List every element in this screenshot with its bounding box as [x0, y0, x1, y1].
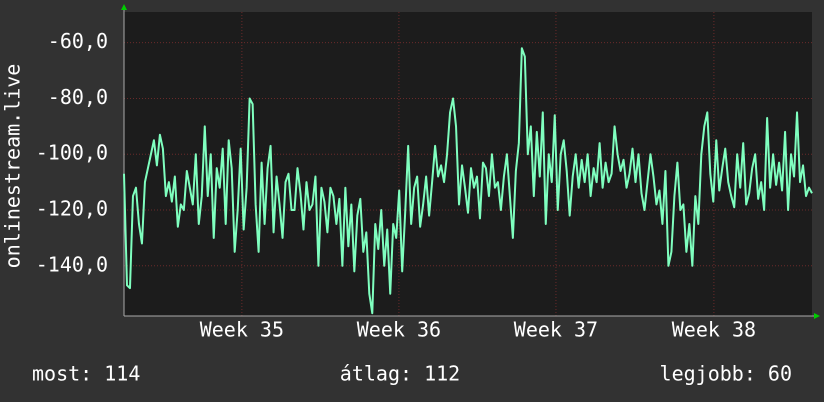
x-tick-label: Week 37 — [514, 318, 598, 342]
stat-current: most: 114 — [32, 362, 140, 386]
x-tick-label: Week 36 — [357, 318, 441, 342]
x-tick-label: Week 38 — [672, 318, 756, 342]
y-tick-label: -120,0 — [36, 197, 108, 221]
stat-average: átlag: 112 — [340, 362, 460, 386]
data-line — [123, 47, 813, 315]
y-tick-label: -140,0 — [36, 252, 108, 276]
stat-best: legjobb: 60 — [660, 362, 792, 386]
axis-arrow — [814, 313, 820, 319]
y-tick-label: -60,0 — [48, 29, 108, 53]
y-tick-label: -80,0 — [48, 85, 108, 109]
axis-arrow — [121, 4, 127, 10]
y-tick-label: -100,0 — [36, 141, 108, 165]
y-axis-label: onlinestream.live — [1, 64, 25, 269]
x-tick-label: Week 35 — [200, 318, 284, 342]
